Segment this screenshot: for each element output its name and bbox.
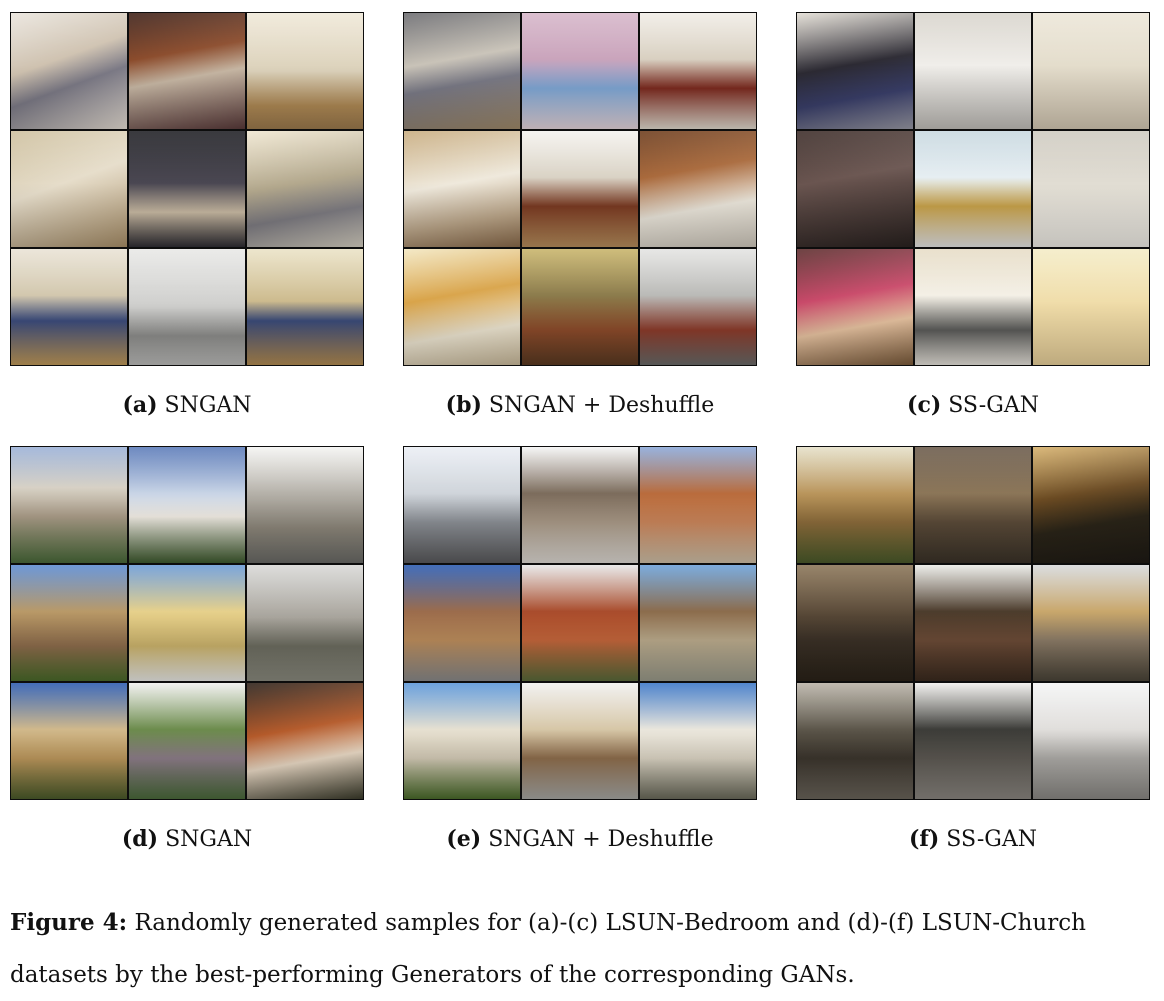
sample-image xyxy=(915,447,1031,563)
sample-image xyxy=(522,13,638,129)
sample-image xyxy=(404,447,520,563)
subfigure-caption: (f) SS-GAN xyxy=(796,826,1150,852)
sample-image xyxy=(11,683,127,799)
sample-image xyxy=(11,447,127,563)
sample-grid-church-sngan xyxy=(10,446,364,800)
sample-image xyxy=(915,683,1031,799)
figure-label: Figure 4: xyxy=(10,909,128,936)
sample-image xyxy=(11,131,127,247)
panel-b: (b) SNGAN + Deshuffle xyxy=(403,12,757,418)
sample-image xyxy=(1033,131,1149,247)
subfigure-label: (f) xyxy=(908,826,940,852)
sample-image xyxy=(1033,13,1149,129)
sample-image xyxy=(797,249,913,365)
sample-image xyxy=(1033,565,1149,681)
sample-image xyxy=(1033,683,1149,799)
sample-image xyxy=(129,13,245,129)
sample-image xyxy=(640,249,756,365)
sample-image xyxy=(797,683,913,799)
subfigure-label: (b) xyxy=(445,392,482,418)
subfigure-label: (a) xyxy=(122,392,158,418)
subfigure-name: SNGAN + Deshuffle xyxy=(488,393,715,418)
sample-image xyxy=(11,565,127,681)
sample-image xyxy=(247,447,363,563)
panel-c: (c) SS-GAN xyxy=(796,12,1150,418)
subfigure-caption: (d) SNGAN xyxy=(10,826,364,852)
subfigure-name: SNGAN xyxy=(164,393,252,418)
subfigure-caption: (b) SNGAN + Deshuffle xyxy=(403,392,757,418)
sample-image xyxy=(247,131,363,247)
sample-image xyxy=(129,131,245,247)
sample-image xyxy=(915,249,1031,365)
panel-a: (a) SNGAN xyxy=(10,12,364,418)
sample-image xyxy=(915,565,1031,681)
sample-grid-church-sngan-deshuffle xyxy=(403,446,757,800)
subfigure-name: SS-GAN xyxy=(948,393,1039,418)
figure-caption: Figure 4: Randomly generated samples for… xyxy=(10,897,1158,1001)
sample-image xyxy=(915,13,1031,129)
sample-image xyxy=(522,565,638,681)
panel-f: (f) SS-GAN xyxy=(796,446,1150,852)
sample-image xyxy=(129,447,245,563)
sample-grid-bedroom-sngan-deshuffle xyxy=(403,12,757,366)
subfigure-caption: (c) SS-GAN xyxy=(796,392,1150,418)
sample-image xyxy=(11,13,127,129)
sample-image xyxy=(129,565,245,681)
sample-image xyxy=(640,131,756,247)
sample-image xyxy=(247,565,363,681)
sample-image xyxy=(404,683,520,799)
subfigure-name: SS-GAN xyxy=(946,827,1037,852)
sample-image xyxy=(915,131,1031,247)
sample-image xyxy=(404,13,520,129)
sample-image xyxy=(129,249,245,365)
sample-grid-bedroom-ssgan xyxy=(796,12,1150,366)
subfigure-caption: (e) SNGAN + Deshuffle xyxy=(403,826,757,852)
sample-image xyxy=(522,249,638,365)
sample-image xyxy=(522,131,638,247)
sample-image xyxy=(797,565,913,681)
sample-image xyxy=(404,249,520,365)
panel-e: (e) SNGAN + Deshuffle xyxy=(403,446,757,852)
sample-image xyxy=(404,131,520,247)
sample-image xyxy=(247,683,363,799)
figure-caption-text: Randomly generated samples for (a)-(c) L… xyxy=(10,910,1086,988)
subfigure-label: (d) xyxy=(121,826,159,852)
sample-image xyxy=(404,565,520,681)
subfigure-name: SNGAN xyxy=(165,827,253,852)
sample-image xyxy=(640,683,756,799)
panel-d: (d) SNGAN xyxy=(10,446,364,852)
sample-image xyxy=(797,13,913,129)
sample-image xyxy=(640,447,756,563)
sample-image xyxy=(11,249,127,365)
sample-image xyxy=(247,249,363,365)
sample-image xyxy=(797,131,913,247)
sample-grid-bedroom-sngan xyxy=(10,12,364,366)
subfigure-label: (e) xyxy=(446,826,482,852)
sample-image xyxy=(797,447,913,563)
sample-image xyxy=(522,447,638,563)
sample-image xyxy=(129,683,245,799)
subfigure-name: SNGAN + Deshuffle xyxy=(488,827,714,852)
sample-image xyxy=(522,683,638,799)
sample-image xyxy=(247,13,363,129)
sample-grid-church-ssgan xyxy=(796,446,1150,800)
sample-image xyxy=(640,565,756,681)
sample-image xyxy=(640,13,756,129)
subfigure-label: (c) xyxy=(907,392,942,418)
subfigure-caption: (a) SNGAN xyxy=(10,392,364,418)
sample-image xyxy=(1033,447,1149,563)
sample-image xyxy=(1033,249,1149,365)
